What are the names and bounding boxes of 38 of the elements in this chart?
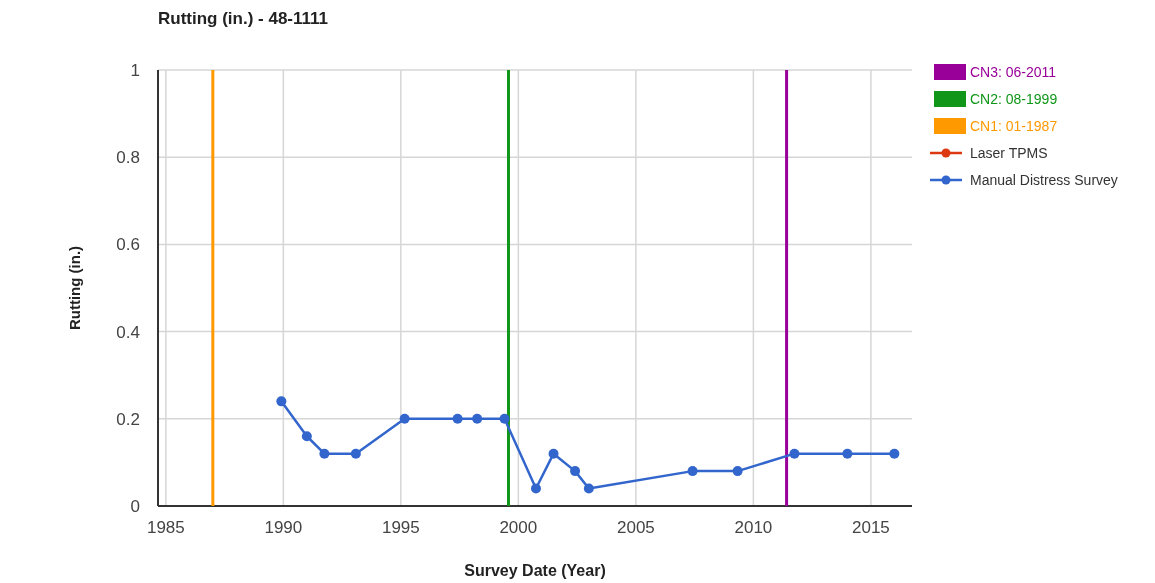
point [301,431,312,442]
point [472,413,483,424]
point [452,413,463,424]
y-tick-label: 0.2 [116,409,140,429]
x-tick-label: 1990 [264,518,303,537]
ref-line-label: CN1: 01-1987 [970,117,1058,134]
point [276,396,287,407]
legend-label: Manual Distress Survey [970,171,1118,188]
chart-title: Rutting (in.) - 48-1111 [158,9,329,28]
point [350,448,361,459]
y-tick-label: 1 [130,60,140,80]
point [889,448,900,459]
x-tick-label: 2010 [734,518,773,537]
y-tick-label: 0 [130,496,140,516]
y-axis-title: Rutting (in.) [66,245,83,331]
point [570,466,581,477]
ref-line-label: CN3: 06-2011 [970,63,1057,80]
point [842,448,853,459]
x-tick-label: 2015 [851,518,890,537]
x-tick-label: 1995 [381,518,420,537]
point [732,466,743,477]
point [399,413,410,424]
y-tick-label: 0.6 [116,235,140,255]
x-axis-title: Survey Date (Year) [464,562,606,579]
x-tick-label: 1985 [146,518,185,537]
ref-line-label: CN2: 08-1999 [970,90,1058,107]
point [789,448,800,459]
point [548,448,559,459]
x-tick-label: 2000 [499,518,538,537]
y-tick-label: 0.8 [116,148,140,168]
y-tick-label: 0.4 [116,322,140,342]
x-tick-label: 2005 [616,518,655,537]
legend-label: Laser TPMS [970,144,1048,161]
point [530,483,541,494]
point [319,448,330,459]
point [583,483,594,494]
point [687,466,698,477]
point [499,413,510,424]
